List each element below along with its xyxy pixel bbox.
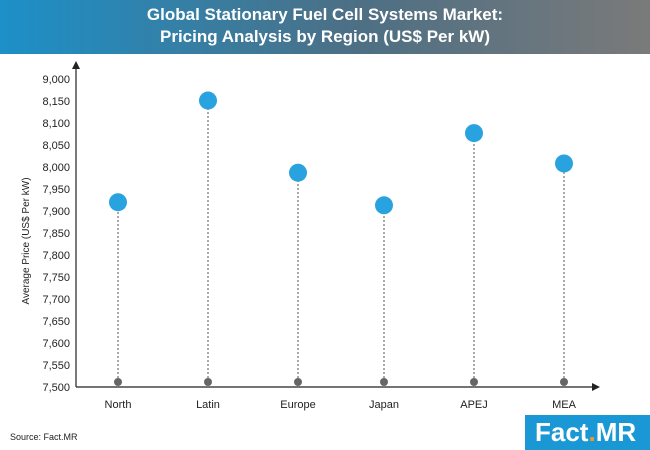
y-tick-label: 7,950 xyxy=(42,184,70,196)
x-category-label: MEA xyxy=(552,399,577,411)
x-category-label: America xyxy=(188,413,229,414)
base-point xyxy=(380,378,388,386)
base-point xyxy=(470,378,478,386)
chart-title-line-2: Pricing Analysis by Region (US$ Per kW) xyxy=(159,27,490,46)
fact-mr-logo: Fact.MR xyxy=(525,415,650,450)
y-tick-label: 7,700 xyxy=(42,294,70,306)
data-point xyxy=(199,91,217,110)
y-tick-label: 8,150 xyxy=(42,96,70,108)
base-point xyxy=(114,378,122,386)
y-axis-title: Average Price (US$ Per kW) xyxy=(21,177,32,304)
x-category-label: Europe xyxy=(280,399,315,411)
y-tick-label: 7,800 xyxy=(42,250,70,262)
data-point xyxy=(465,124,483,143)
data-point xyxy=(289,163,307,182)
y-tick-label: 7,550 xyxy=(42,360,70,372)
y-tick-label: 8,100 xyxy=(42,118,70,130)
base-point xyxy=(560,378,568,386)
x-category-label: North xyxy=(105,399,132,411)
base-point xyxy=(294,378,302,386)
fact-mr-logo-text: Fact.MR xyxy=(535,417,637,447)
y-tick-label: 7,650 xyxy=(42,316,70,328)
y-tick-label: 7,850 xyxy=(42,228,70,240)
y-tick-label: 7,500 xyxy=(42,382,70,394)
x-category-label: Latin xyxy=(196,399,220,411)
x-category-label: America xyxy=(98,413,139,414)
pricing-chart: 7,500 7,550 7,600 7,650 7,700 7,750 7,800 7,850… xyxy=(21,61,600,414)
x-category-label: Japan xyxy=(369,399,399,411)
source-note: Source: Fact.MR xyxy=(10,432,78,442)
base-point xyxy=(204,378,212,386)
y-tick-label: 7,600 xyxy=(42,338,70,350)
data-point xyxy=(555,154,573,173)
chart-header: Global Stationary Fuel Cell Systems Mark… xyxy=(0,0,650,54)
data-point xyxy=(109,193,127,212)
x-category-label: APEJ xyxy=(460,399,488,411)
y-tick-label: 7,900 xyxy=(42,206,70,218)
y-tick-label: 9,000 xyxy=(42,74,70,86)
y-axis-arrow xyxy=(72,61,80,69)
y-tick-label: 8,050 xyxy=(42,140,70,152)
data-point xyxy=(375,196,393,215)
chart-title-line-1: Global Stationary Fuel Cell Systems Mark… xyxy=(146,5,504,24)
x-axis-arrow xyxy=(592,383,600,391)
y-tick-label: 7,750 xyxy=(42,272,70,284)
y-tick-label: 8,000 xyxy=(42,162,70,174)
